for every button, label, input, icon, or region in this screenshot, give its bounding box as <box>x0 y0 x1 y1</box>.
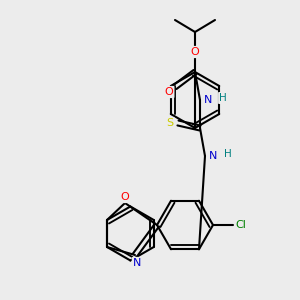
Text: N: N <box>133 258 141 268</box>
Text: H: H <box>219 93 227 103</box>
Text: S: S <box>167 118 174 128</box>
Text: O: O <box>165 87 173 97</box>
Text: N: N <box>209 151 217 161</box>
Text: O: O <box>190 47 200 57</box>
Text: Cl: Cl <box>236 220 246 230</box>
Text: N: N <box>204 95 212 105</box>
Text: O: O <box>121 192 129 202</box>
Text: H: H <box>224 149 232 159</box>
